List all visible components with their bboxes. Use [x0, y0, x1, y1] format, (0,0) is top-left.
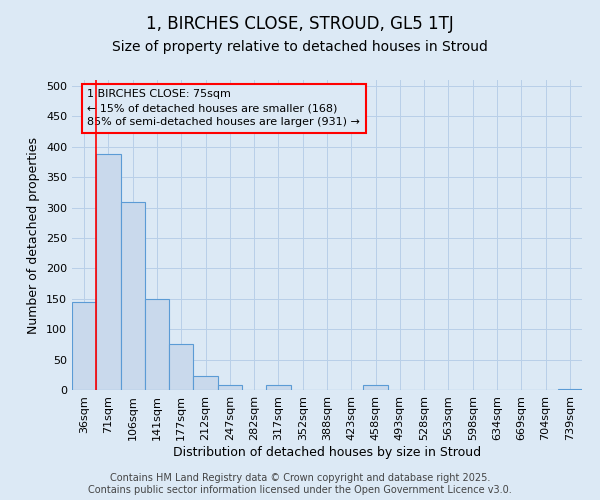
Bar [218, 385, 242, 390]
Bar [364, 385, 388, 390]
Bar [72, 302, 96, 390]
Bar [169, 344, 193, 390]
Bar [266, 385, 290, 390]
Text: Contains HM Land Registry data © Crown copyright and database right 2025.
Contai: Contains HM Land Registry data © Crown c… [88, 474, 512, 495]
Bar [558, 389, 582, 390]
X-axis label: Distribution of detached houses by size in Stroud: Distribution of detached houses by size … [173, 446, 481, 458]
Y-axis label: Number of detached properties: Number of detached properties [28, 136, 40, 334]
Text: Size of property relative to detached houses in Stroud: Size of property relative to detached ho… [112, 40, 488, 54]
Bar [121, 202, 145, 390]
Text: 1, BIRCHES CLOSE, STROUD, GL5 1TJ: 1, BIRCHES CLOSE, STROUD, GL5 1TJ [146, 15, 454, 33]
Bar [96, 154, 121, 390]
Text: 1 BIRCHES CLOSE: 75sqm
← 15% of detached houses are smaller (168)
85% of semi-de: 1 BIRCHES CLOSE: 75sqm ← 15% of detached… [88, 90, 360, 128]
Bar [193, 376, 218, 390]
Bar [145, 299, 169, 390]
